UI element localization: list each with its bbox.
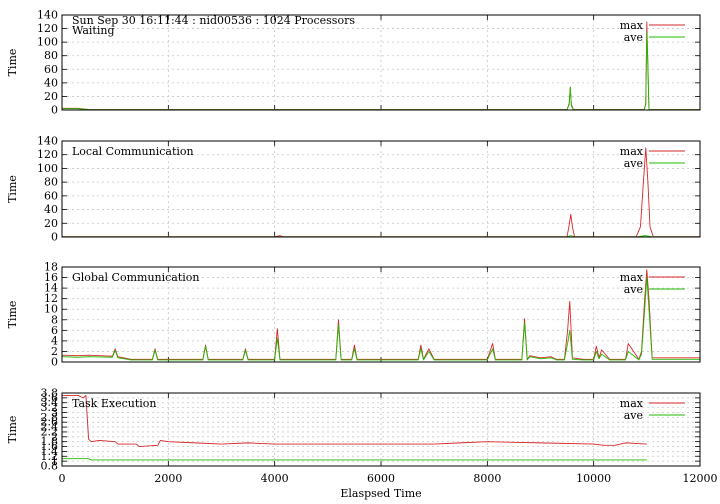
y-tick-label: 2 (51, 430, 58, 443)
y-tick-label: 100 (37, 36, 58, 49)
y-tick-label: 3.2 (41, 401, 59, 414)
legend-label-ave: ave (624, 157, 643, 170)
series-line-ave (61, 277, 700, 361)
legend-label-ave: ave (624, 31, 643, 44)
plot-frame (61, 266, 701, 363)
plot-frame (61, 140, 701, 238)
legend-label-ave: ave (624, 409, 643, 422)
legend-label-ave: ave (624, 283, 643, 296)
y-tick-label: 2.6 (41, 416, 59, 429)
y-tick-label: 1 (51, 455, 58, 468)
y-tick-label: 0 (51, 104, 58, 117)
y-axis-title: Time (6, 301, 19, 329)
y-tick-label: 2.8 (41, 411, 59, 424)
y-tick-label: 1.2 (41, 450, 59, 463)
y-tick-label: 60 (44, 189, 58, 202)
x-tick-label: 2000 (154, 472, 182, 485)
y-tick-label: 12 (44, 292, 58, 305)
y-tick-label: 20 (44, 90, 58, 103)
y-tick-label: 140 (37, 9, 58, 22)
y-tick-label: 10 (44, 303, 58, 316)
y-tick-label: 8 (51, 313, 58, 326)
y-tick-label: 60 (44, 63, 58, 76)
legend-label-max: max (620, 397, 644, 410)
y-tick-label: 0 (51, 356, 58, 369)
panel-title: Global Communication (72, 271, 200, 284)
y-tick-label: 2.2 (41, 425, 59, 438)
y-tick-label: 14 (44, 282, 58, 295)
panel-title: Waiting (72, 24, 115, 37)
y-tick-label: 3.8 (41, 387, 59, 400)
y-tick-label: 1.6 (41, 440, 59, 453)
panel-title: Local Communication (72, 145, 194, 158)
x-tick-label: 12000 (683, 472, 718, 485)
y-tick-label: 120 (37, 22, 58, 35)
y-tick-label: 80 (44, 49, 58, 62)
y-tick-label: 18 (44, 261, 58, 274)
legend-label-max: max (620, 145, 644, 158)
y-tick-label: 2 (51, 345, 58, 358)
y-axis-title: Time (6, 416, 19, 444)
x-tick-label: 10000 (576, 472, 611, 485)
panel-title: Task Execution (72, 397, 156, 410)
x-tick-label: 4000 (261, 472, 289, 485)
plot-frame (61, 392, 701, 467)
y-tick-label: 40 (44, 76, 58, 89)
y-tick-label: 0.8 (41, 460, 59, 473)
chart-header: Sun Sep 30 16:11:44 : nid00536 : 1024 Pr… (72, 14, 355, 27)
y-axis-title: Time (6, 175, 19, 203)
y-tick-label: 80 (44, 176, 58, 189)
y-tick-label: 1.8 (41, 435, 59, 448)
legend-label-max: max (620, 271, 644, 284)
series-line-ave (62, 458, 647, 461)
y-tick-label: 100 (37, 162, 58, 175)
y-tick-label: 3.6 (41, 391, 59, 404)
y-tick-label: 4 (51, 334, 58, 347)
x-tick-label: 8000 (473, 472, 501, 485)
y-tick-label: 140 (37, 135, 58, 148)
y-tick-label: 120 (37, 148, 58, 161)
panel-4: 0.811.21.41.61.822.22.42.62.833.23.43.63… (6, 387, 718, 486)
y-tick-label: 0 (51, 231, 58, 244)
y-tick-label: 16 (44, 271, 58, 284)
legend-label-max: max (620, 19, 644, 32)
x-tick-label: 0 (59, 472, 66, 485)
y-axis-title: Time (6, 49, 19, 77)
plot-frame (61, 14, 701, 111)
y-tick-label: 3 (51, 406, 58, 419)
y-tick-label: 20 (44, 217, 58, 230)
y-tick-label: 2.4 (41, 421, 59, 434)
series-line-max (62, 394, 647, 447)
y-tick-label: 3.4 (41, 396, 59, 409)
y-tick-label: 6 (51, 324, 58, 337)
y-tick-label: 1.4 (41, 445, 59, 458)
x-axis-title: Elaspsed Time (340, 487, 421, 500)
x-tick-label: 6000 (367, 472, 395, 485)
y-tick-label: 40 (44, 203, 58, 216)
